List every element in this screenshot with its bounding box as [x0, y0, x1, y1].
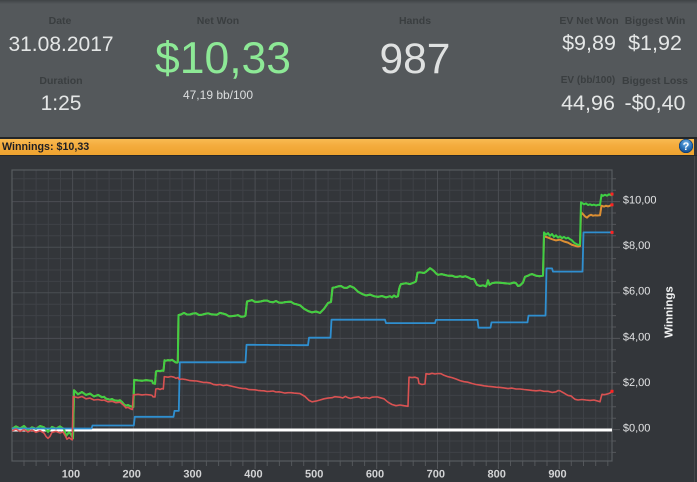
- svg-text:800: 800: [488, 469, 506, 481]
- svg-text:500: 500: [305, 469, 323, 481]
- svg-text:100: 100: [62, 469, 80, 481]
- svg-text:600: 600: [366, 469, 384, 481]
- svg-text:$8,00: $8,00: [623, 240, 651, 252]
- svg-text:$6,00: $6,00: [623, 286, 651, 298]
- svg-text:$0,00: $0,00: [623, 423, 651, 435]
- svg-text:300: 300: [183, 469, 201, 481]
- svg-text:700: 700: [427, 469, 445, 481]
- svg-text:$10,00: $10,00: [623, 195, 657, 207]
- svg-text:400: 400: [244, 469, 262, 481]
- svg-text:$4,00: $4,00: [623, 331, 651, 343]
- svg-text:200: 200: [123, 469, 141, 481]
- svg-text:?: ?: [683, 141, 690, 153]
- svg-text:Winnings: Winnings: [664, 286, 676, 338]
- svg-text:900: 900: [548, 469, 566, 481]
- svg-text:$2,00: $2,00: [623, 377, 651, 389]
